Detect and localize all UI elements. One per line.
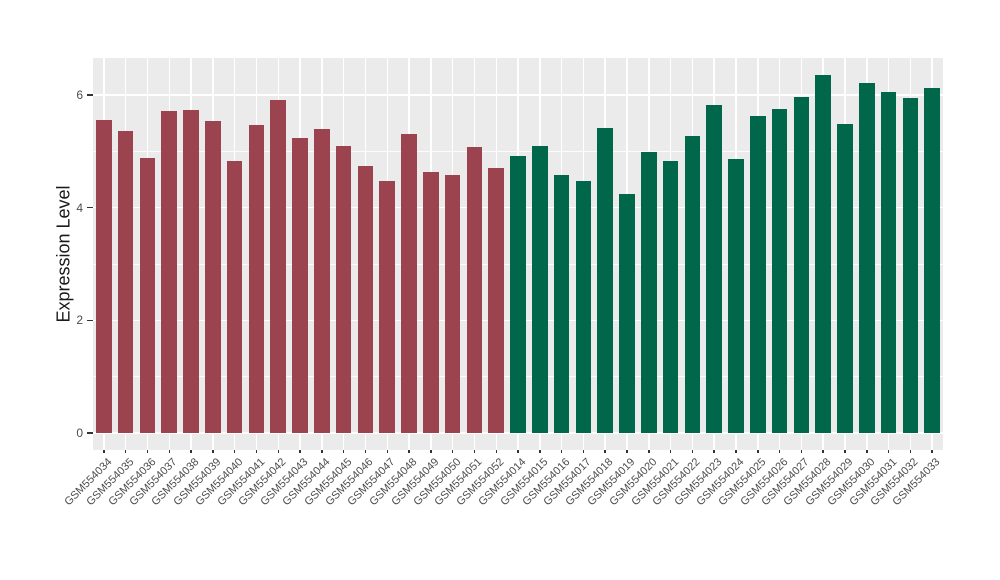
bar-GSM554014 — [510, 155, 526, 433]
x-tick-mark — [822, 450, 824, 453]
x-tick-mark — [190, 450, 192, 453]
bar-GSM554030 — [858, 83, 875, 433]
bar-GSM554017 — [575, 180, 592, 433]
x-tick-mark — [408, 450, 410, 453]
x-tick-mark — [844, 450, 846, 453]
bar-GSM554050 — [444, 175, 461, 433]
x-tick-mark — [887, 450, 890, 453]
bar-GSM554036 — [139, 158, 156, 433]
x-tick-mark — [255, 450, 258, 453]
x-tick-mark — [757, 450, 759, 453]
x-tick-mark — [364, 450, 367, 453]
y-tick-label-2: 2 — [76, 313, 83, 328]
bar-GSM554044 — [314, 128, 330, 433]
y-tick-mark — [87, 432, 93, 434]
x-tick-mark — [931, 450, 933, 453]
plot-panel — [93, 58, 943, 450]
x-tick-mark — [233, 450, 236, 453]
bar-GSM554026 — [771, 109, 788, 433]
y-tick-label-6: 6 — [76, 88, 83, 102]
bar-GSM554033 — [924, 87, 940, 433]
bar-GSM554019 — [619, 193, 635, 433]
bar-GSM554021 — [662, 160, 679, 433]
bar-GSM554028 — [815, 74, 831, 433]
bar-GSM554041 — [248, 124, 265, 433]
x-tick-mark — [539, 450, 541, 453]
bar-GSM554032 — [902, 97, 919, 433]
bar-GSM554020 — [640, 151, 657, 433]
x-tick-mark — [473, 450, 476, 453]
x-tick-mark — [321, 450, 323, 453]
bar-GSM554046 — [357, 166, 374, 433]
bar-GSM554031 — [880, 91, 897, 433]
x-tick-mark — [648, 450, 650, 453]
y-tick-mark — [87, 94, 93, 96]
bar-GSM554052 — [488, 167, 505, 433]
bar-GSM554051 — [466, 146, 483, 433]
y-tick-mark — [87, 206, 93, 209]
x-tick-mark — [430, 450, 432, 453]
bar-GSM554027 — [793, 96, 810, 433]
x-tick-mark — [277, 450, 279, 453]
bar-GSM554016 — [553, 175, 570, 433]
bar-GSM554039 — [205, 120, 221, 433]
x-tick-mark — [909, 450, 912, 453]
x-tick-mark — [669, 450, 672, 453]
x-tick-mark — [299, 450, 301, 453]
y-tick-label-4: 4 — [76, 200, 83, 215]
x-tick-mark — [386, 450, 388, 453]
bar-GSM554022 — [684, 136, 701, 433]
y-tick-mark — [87, 319, 93, 322]
x-tick-mark — [778, 450, 781, 453]
bar-GSM554042 — [270, 100, 287, 433]
bar-GSM554038 — [183, 110, 199, 433]
x-tick-mark — [604, 450, 606, 453]
bar-GSM554015 — [531, 145, 548, 433]
x-tick-mark — [800, 450, 803, 453]
x-tick-mark — [103, 450, 105, 453]
x-tick-mark — [168, 450, 170, 453]
x-tick-mark — [560, 450, 563, 453]
x-tick-mark — [626, 450, 628, 453]
x-tick-mark — [691, 450, 694, 453]
x-tick-mark — [582, 450, 585, 453]
x-tick-mark — [713, 450, 715, 453]
x-tick-mark — [342, 450, 345, 453]
bar-GSM554045 — [335, 145, 352, 433]
bar-GSM554047 — [379, 181, 396, 433]
bar-GSM554048 — [401, 133, 417, 433]
x-tick-mark — [146, 450, 149, 453]
x-tick-mark — [517, 450, 519, 453]
bar-GSM554018 — [597, 128, 613, 433]
bar-GSM554025 — [749, 116, 766, 433]
x-tick-mark — [212, 450, 214, 453]
bar-GSM554040 — [226, 160, 243, 433]
bar-GSM554029 — [837, 124, 853, 433]
y-tick-label-0: 0 — [76, 426, 83, 440]
bar-GSM554034 — [96, 120, 112, 433]
x-tick-mark — [735, 450, 737, 453]
bar-GSM554024 — [728, 159, 744, 433]
bar-GSM554049 — [423, 172, 439, 433]
bar-GSM554023 — [706, 104, 722, 433]
bar-GSM554043 — [292, 137, 308, 433]
x-tick-mark — [451, 450, 454, 453]
x-tick-mark — [866, 450, 868, 453]
x-tick-mark — [495, 450, 497, 453]
bar-GSM554037 — [161, 111, 178, 433]
bar-GSM554035 — [117, 130, 134, 433]
x-tick-mark — [124, 450, 127, 453]
